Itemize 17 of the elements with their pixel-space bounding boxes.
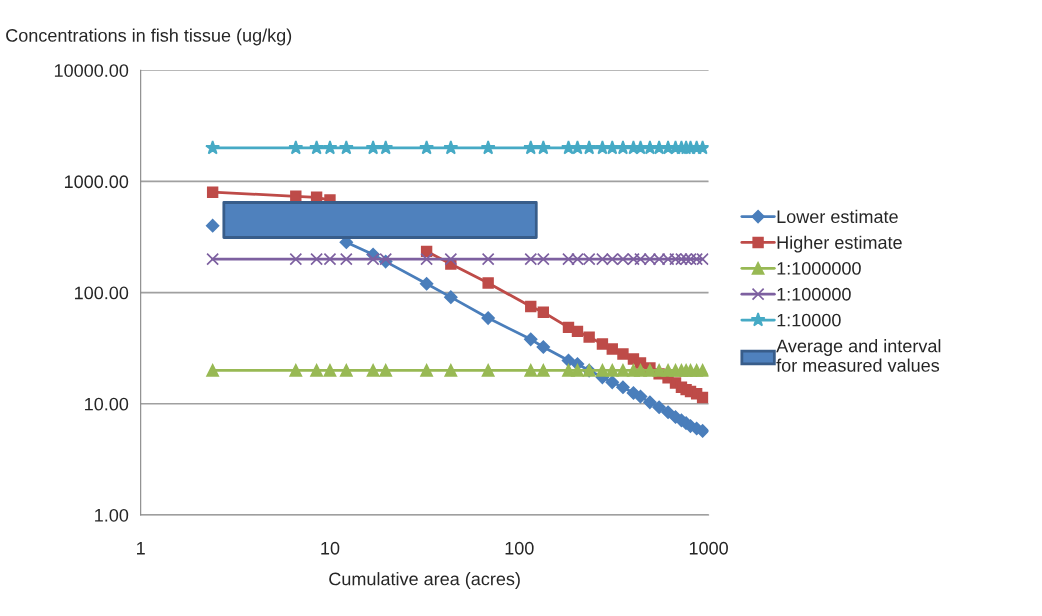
legend-label: 1:1000000 <box>777 262 861 275</box>
legend-label: Average and interval for measured values <box>776 339 941 372</box>
legend-label: Higher estimate <box>777 235 902 253</box>
x-tick-label: 1000 <box>689 541 728 555</box>
y-tick-label: 1.00 <box>95 508 129 522</box>
y-tick-label: 10.00 <box>85 397 129 411</box>
legend-label: 1:10000 <box>777 313 841 327</box>
legend-label: Lower estimate <box>777 209 898 224</box>
x-tick-label: 100 <box>505 541 534 555</box>
x-axis-title: Cumulative area (acres) <box>329 572 520 589</box>
x-tick-label: 10 <box>321 541 340 555</box>
y-tick-label: 1000.00 <box>64 175 129 189</box>
y-tick-label: 100.00 <box>75 286 129 300</box>
x-tick-label: 1 <box>137 542 145 555</box>
legend-label: 1:100000 <box>777 287 851 301</box>
y-axis-title: Concentrations in fish tissue (ug/kg) <box>6 28 292 46</box>
y-tick-label: 10000.00 <box>54 64 129 77</box>
